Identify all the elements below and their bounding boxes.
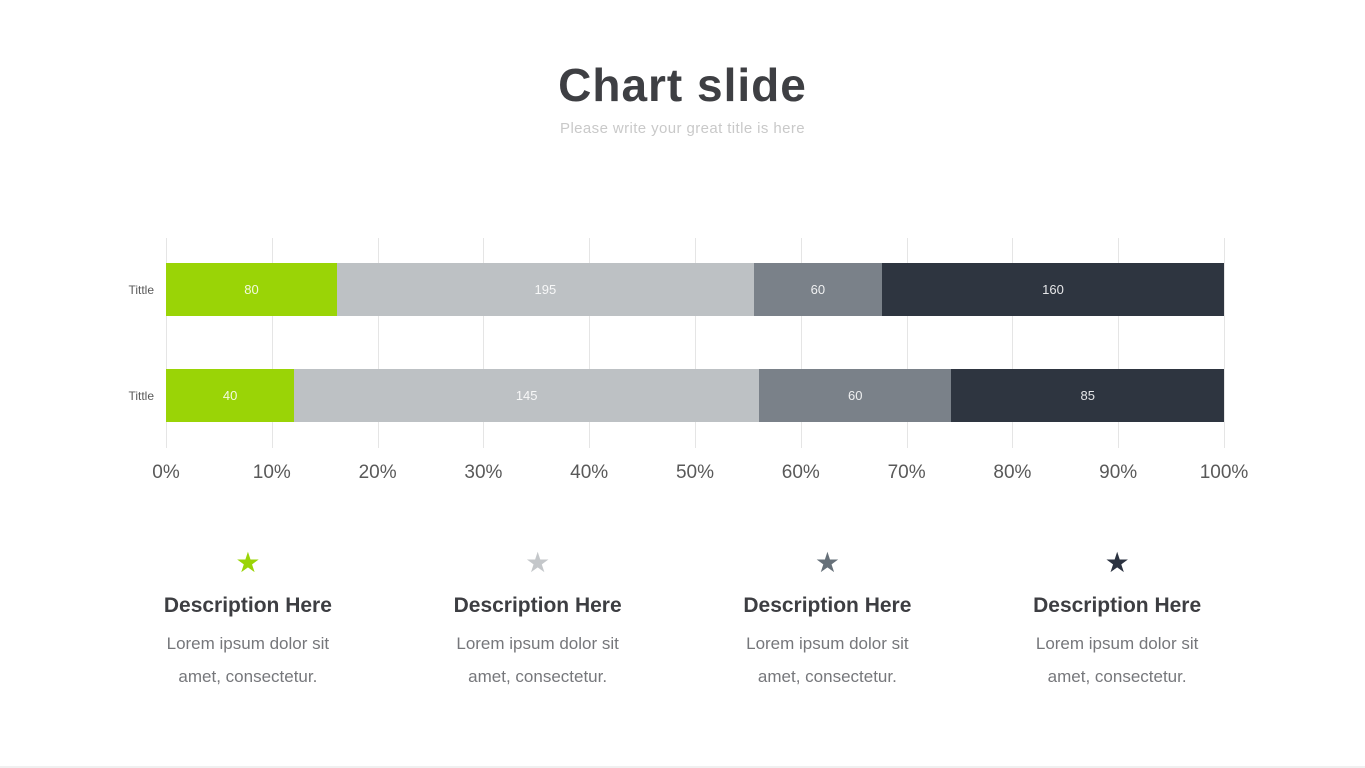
page-subtitle: Please write your great title is here [560,120,805,138]
axis-tick-label: 60% [781,462,820,483]
axis-tick-label: 100% [1199,462,1249,483]
axis-tick-label: 20% [358,462,397,483]
bar-row: Tittle 80 195 60 160 [128,263,1224,316]
gridline [906,238,908,448]
description-column: ★ Description Here Lorem ipsum dolor sit a… [972,548,1262,693]
description-body: Lorem ipsum dolor sit amet, consectetur. [746,634,909,686]
bar-row: Tittle 40 145 60 85 [128,369,1224,422]
gridline [589,238,591,448]
bar-value-label: 60 [848,388,863,403]
bar-value-label: 195 [534,282,557,297]
axis-tick-label: 0% [152,462,180,483]
gridline [1224,238,1225,448]
bar-segment: 85 [951,369,1224,422]
axis-tick-label: 70% [887,462,926,483]
stacked-bar-chart: 0% 10% 20% 30% 40% 50% 60% 70% 80% 90% 100% Tittle 8… [128,238,1248,483]
description-body: Lorem ipsum dolor sit amet, consectetur. [166,634,330,686]
gridline [1012,238,1014,448]
slide-header: Chart slide Please write your great titl… [0,58,1365,137]
bar-value-label: 40 [222,388,238,403]
bar-segment: 145 [294,369,760,422]
description-column: ★ Description Here Lorem ipsum dolor sit a… [683,548,973,693]
gridline [800,238,802,448]
axis-tick-label: 50% [675,462,715,483]
description-column: ★ Description Here Lorem ipsum dolor sit a… [103,548,393,693]
axis-tick-label: 90% [1099,462,1138,483]
gridline [483,238,485,448]
gridline [166,238,167,448]
category-label: Tittle [128,388,154,403]
description-body: Lorem ipsum dolor sit amet, consectetur. [456,634,619,686]
gridline [695,238,696,448]
page-title: Chart slide [558,59,807,111]
bar-value-label: 145 [515,388,538,403]
description-title: Description Here [453,594,622,617]
description-column: ★ Description Here Lorem ipsum dolor sit a… [393,548,683,693]
bar-value-label: 60 [810,282,826,297]
axis-tick-label: 10% [252,462,291,483]
bar-segment: 160 [882,263,1224,316]
axis-tick-label: 80% [993,462,1032,483]
star-icon: ★ [235,547,261,578]
axis-tick-label: 40% [570,462,609,483]
star-icon: ★ [1104,547,1130,578]
star-icon: ★ [814,547,840,578]
bar-segment: 60 [753,263,882,316]
description-title: Description Here [1033,594,1202,617]
star-icon: ★ [525,547,551,578]
description-title: Description Here [163,594,332,617]
bar-value-label: 160 [1042,282,1064,297]
bar-segment: 195 [336,263,754,316]
gridline [377,238,379,448]
bar-value-label: 80 [244,282,259,297]
category-label: Tittle [128,282,154,297]
description-row: ★ Description Here Lorem ipsum dolor sit a… [103,548,1262,693]
gridline [271,238,273,448]
bar-segment: 60 [759,369,952,422]
description-body: Lorem ipsum dolor sit amet, consectetur. [1035,634,1199,686]
axis-tick-label: 30% [464,462,503,483]
bar-segment: 40 [166,369,295,422]
gridline [1118,238,1120,448]
description-title: Description Here [743,594,912,617]
bar-value-label: 85 [1080,388,1095,403]
bar-segment: 80 [166,263,337,316]
